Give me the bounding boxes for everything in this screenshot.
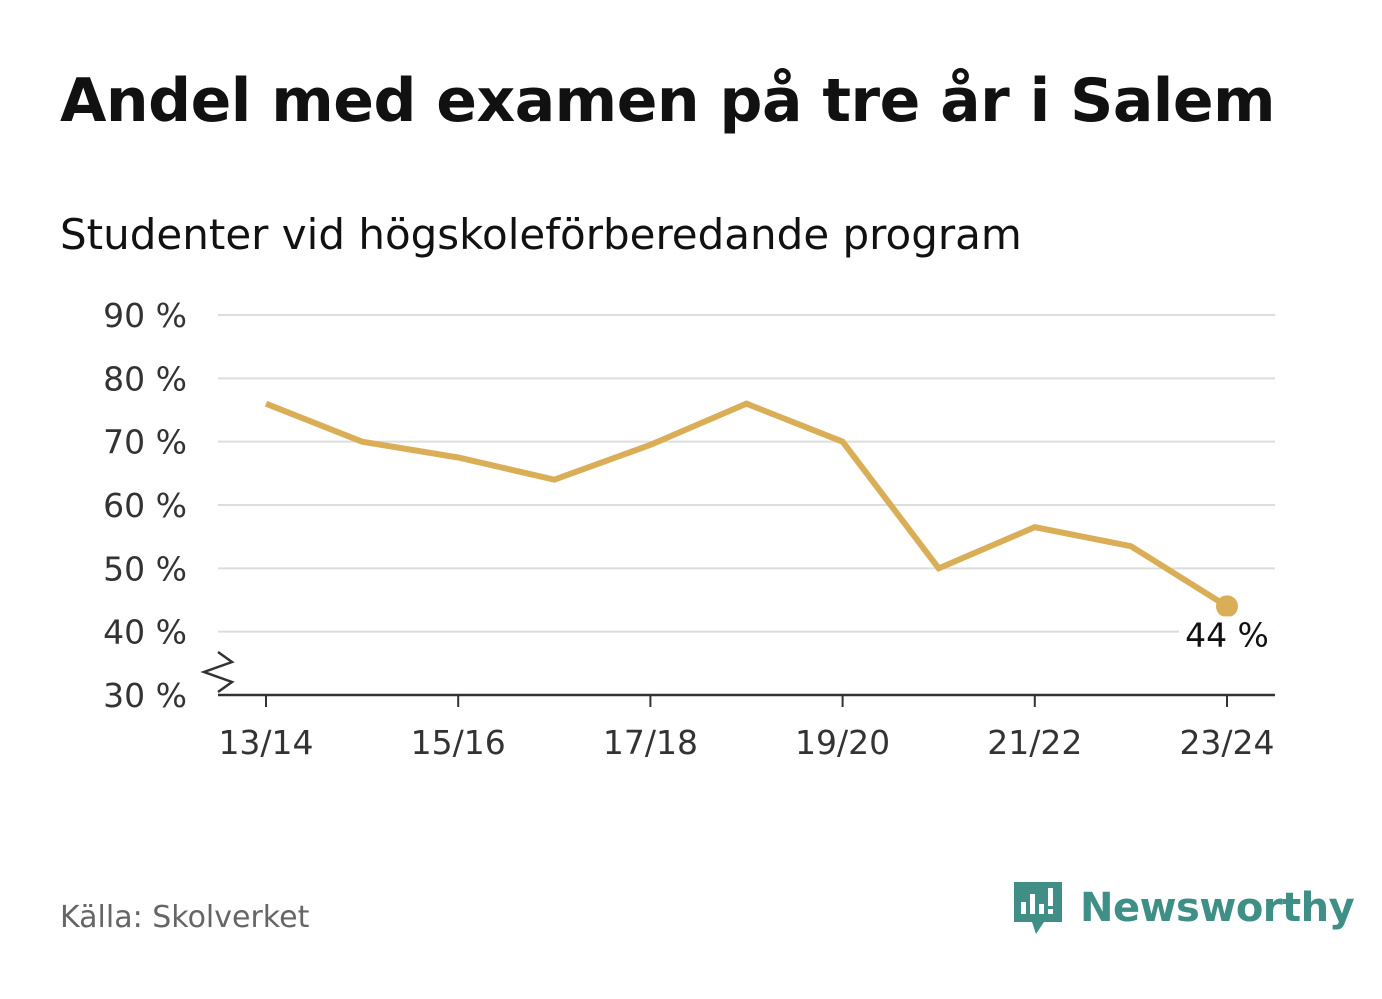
y-tick-label: 60 % [103, 486, 187, 525]
end-label-background [1179, 616, 1275, 655]
y-tick-label: 50 % [103, 549, 187, 588]
y-tick-label: 40 % [103, 613, 187, 652]
newsworthy-logo-icon [1014, 882, 1062, 934]
end-marker-group: 44 % [1179, 595, 1275, 655]
y-axis-break-icon [200, 650, 235, 694]
y-tick-label: 90 % [103, 296, 187, 335]
y-tick-label: 70 % [103, 423, 187, 462]
x-tick-label: 17/18 [603, 723, 698, 762]
end-point-marker [1216, 595, 1238, 618]
x-tick-label: 23/24 [1179, 723, 1274, 762]
y-tick-label: 80 % [103, 359, 187, 398]
y-axis-tick-labels: 30 % 40 % 50 % 60 % 70 % 80 % 90 % [103, 296, 187, 715]
x-tick-label: 15/16 [411, 723, 506, 762]
series-line-group [264, 400, 1229, 609]
x-tick-label: 19/20 [795, 723, 890, 762]
y-tick-label: 30 % [103, 676, 187, 715]
series-line [264, 400, 1229, 609]
brand-name: Newsworthy [1080, 885, 1355, 931]
x-tick-label: 13/14 [218, 723, 313, 762]
chart-title: Andel med examen på tre år i Salem [60, 66, 1276, 136]
x-tick-label: 21/22 [987, 723, 1082, 762]
gridlines [218, 314, 1275, 633]
source-note: Källa: Skolverket [60, 900, 310, 935]
end-value-label: 44 % [1185, 615, 1269, 654]
brand-logo: Newsworthy [1010, 878, 1355, 938]
chart-subtitle: Studenter vid högskoleförberedande progr… [60, 210, 1022, 259]
x-axis: 13/14 15/16 17/18 19/20 21/22 23/24 [200, 650, 1275, 762]
